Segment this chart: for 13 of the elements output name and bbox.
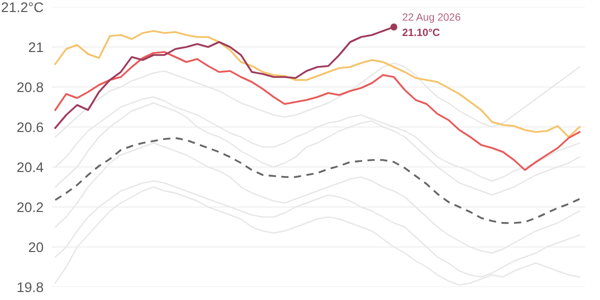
- y-tick-label: 20: [28, 242, 44, 252]
- line-series: [54, 137, 580, 224]
- line-series: [54, 51, 580, 171]
- y-tick-label: 20.8: [17, 82, 44, 92]
- y-tick-label: 21: [28, 42, 43, 52]
- y-tick-label: 20.6: [17, 122, 44, 132]
- y-tick-label: 20.4: [17, 162, 44, 172]
- annotation: 21.10°C: [402, 28, 440, 36]
- y-tick-label: 19.8: [18, 282, 44, 292]
- annotation: 22 Aug 2026: [402, 13, 460, 23]
- line-series: [54, 30, 580, 138]
- y-tick-label: 20.2: [17, 202, 43, 212]
- y-tick-label: 21.2°C: [2, 2, 44, 12]
